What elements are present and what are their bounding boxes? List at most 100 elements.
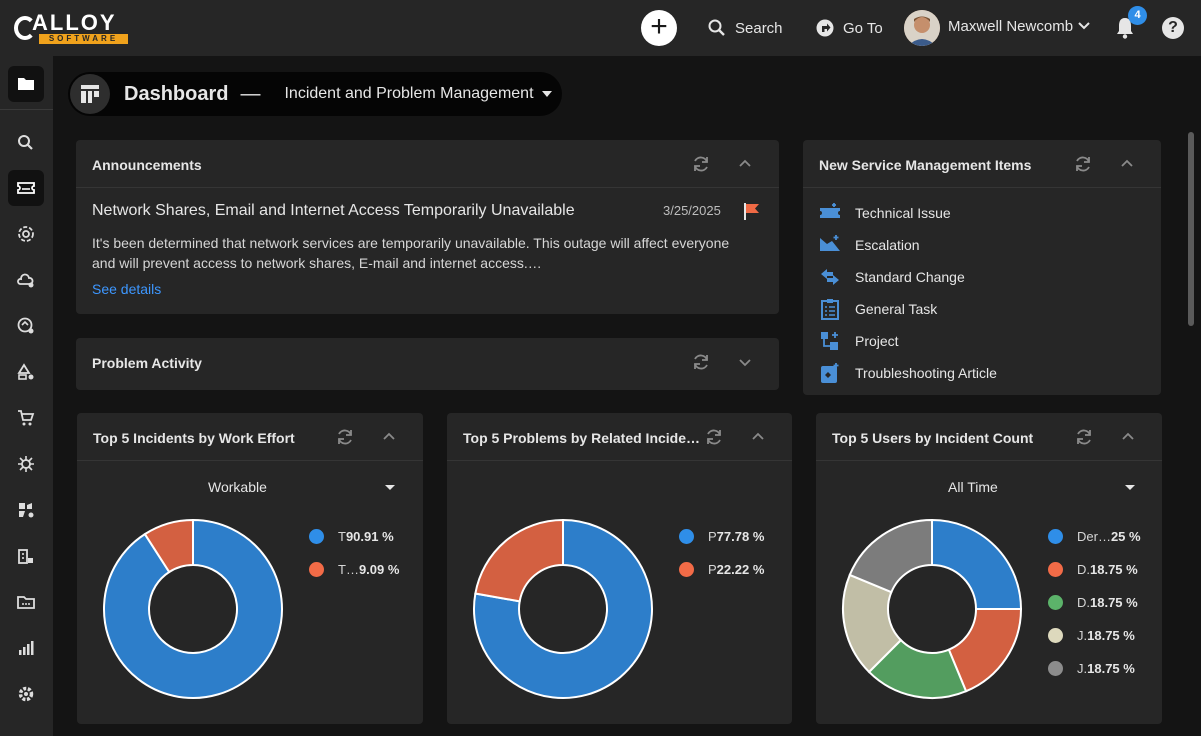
legend-item[interactable]: J. 18.75 % [1048, 659, 1135, 677]
goto-label: Go To [843, 19, 883, 37]
page-scrollbar[interactable] [1188, 132, 1194, 326]
refresh-icon [694, 354, 708, 370]
legend-item[interactable]: J. 18.75 % [1048, 626, 1135, 644]
sidebar-item-purchasing[interactable] [8, 400, 44, 436]
widget-top-incidents: Top 5 Incidents by Work Effort Workable … [77, 413, 423, 724]
sidebar-divider [0, 109, 53, 110]
collapse-button[interactable] [1117, 154, 1137, 174]
standard-change-icon [821, 269, 839, 285]
legend-value: 18.75 % [1090, 594, 1138, 610]
donut-slice[interactable] [143, 518, 194, 574]
sidebar-item-changes[interactable] [8, 308, 44, 344]
donut-slice[interactable] [103, 518, 283, 699]
donut-slice[interactable] [931, 518, 1023, 610]
new-escalation-link[interactable]: Escalation [819, 233, 920, 257]
service-gear-icon [18, 226, 34, 242]
legend-item[interactable]: D. 18.75 % [1048, 593, 1138, 611]
see-details-link[interactable]: See details [92, 281, 162, 297]
collapse-button[interactable] [735, 154, 755, 174]
logo-ring-icon [14, 16, 36, 40]
goto-button[interactable]: Go To [815, 18, 883, 38]
user-name[interactable]: Maxwell Newcomb [948, 18, 1074, 35]
donut-chart[interactable] [102, 518, 284, 700]
refresh-button[interactable] [1074, 427, 1094, 447]
sidebar-item-search[interactable] [8, 125, 44, 161]
new-standard-change-link[interactable]: Standard Change [819, 265, 965, 289]
caret-down-icon[interactable] [541, 91, 552, 97]
announcement-body: It's been determined that network servic… [92, 235, 730, 271]
legend-value: 18.75 % [1090, 561, 1138, 577]
refresh-button[interactable] [335, 427, 355, 447]
refresh-button[interactable] [691, 352, 711, 372]
alloy-logo[interactable]: ALLOY SOFTWARE [12, 10, 132, 46]
sidebar-item-services[interactable] [8, 216, 44, 252]
sidebar-item-problems[interactable] [8, 446, 44, 482]
donut-chart[interactable] [841, 518, 1023, 700]
create-new-button[interactable]: + [641, 10, 677, 46]
caret-down-icon[interactable] [1125, 485, 1135, 490]
sidebar-item-reports[interactable] [8, 630, 44, 666]
legend-value: 90.91 % [345, 528, 394, 544]
sidebar-item-cloud[interactable] [8, 262, 44, 298]
announcement-title[interactable]: Network Shares, Email and Internet Acces… [92, 202, 575, 219]
avatar-image [904, 10, 940, 46]
user-avatar[interactable] [904, 10, 940, 46]
legend-item[interactable]: Der… 25 % [1048, 527, 1141, 545]
legend-value: 25 % [1110, 528, 1141, 544]
refresh-icon [1076, 156, 1090, 172]
sidebar-item-files[interactable] [8, 584, 44, 620]
legend-dot [1048, 660, 1063, 676]
donut-slice[interactable] [474, 518, 564, 603]
caret-down-icon[interactable] [385, 485, 395, 490]
troubleshooting-article-icon [821, 363, 839, 383]
refresh-button[interactable] [1073, 154, 1093, 174]
filter-dropdown[interactable]: All Time [948, 479, 998, 495]
sidebar-item-organizations[interactable] [8, 538, 44, 574]
sidebar-item-folder[interactable] [8, 66, 44, 102]
page-title: Dashboard [124, 82, 229, 105]
legend-label: T [338, 528, 346, 544]
new-project-link[interactable]: Project [819, 329, 899, 353]
sidebar-item-assets[interactable] [8, 354, 44, 390]
donut-slice[interactable] [848, 518, 933, 594]
ticket-icon [17, 182, 35, 194]
help-button[interactable]: ? [1162, 17, 1184, 39]
collapse-button[interactable] [748, 427, 768, 447]
chevron-up-icon [1121, 159, 1133, 167]
legend-item[interactable]: T 90.91 % [309, 527, 394, 545]
legend-item[interactable]: P 77.78 % [679, 527, 764, 545]
collapse-button[interactable] [1118, 427, 1138, 447]
legend-item[interactable]: T… 9.09 % [309, 560, 399, 578]
technical-issue-icon [820, 203, 840, 218]
sidebar-item-configuration[interactable] [8, 492, 44, 528]
legend-dot [679, 561, 694, 577]
legend-item[interactable]: D. 18.75 % [1048, 560, 1138, 578]
dashboard-selector[interactable]: Incident and Problem Management [284, 85, 534, 102]
chevron-down-icon[interactable] [1076, 18, 1092, 34]
legend-label: J. [1077, 627, 1088, 643]
refresh-button[interactable] [691, 154, 711, 174]
item-label: Troubleshooting Article [855, 365, 997, 381]
sidebar-item-settings[interactable] [8, 676, 44, 712]
new-technical-issue-link[interactable]: Technical Issue [819, 201, 951, 225]
new-troubleshooting-article-link[interactable]: Troubleshooting Article [819, 361, 997, 385]
chevron-up-icon [1122, 432, 1134, 440]
panel-title: Top 5 Problems by Related Incide… [463, 430, 701, 446]
search-button[interactable]: Search [707, 18, 783, 38]
goto-icon [816, 19, 834, 37]
logo-text: ALLOY [32, 10, 117, 35]
refresh-button[interactable] [704, 427, 724, 447]
donut-chart[interactable] [472, 518, 654, 700]
announcement-date: 3/25/2025 [663, 203, 721, 218]
legend-item[interactable]: P 22.22 % [679, 560, 764, 578]
expand-button[interactable] [735, 352, 755, 372]
main-content: Dashboard — Incident and Problem Managem… [53, 56, 1201, 736]
new-general-task-link[interactable]: General Task [819, 297, 937, 321]
donut-slice[interactable] [473, 518, 653, 699]
sidebar-item-tickets[interactable] [8, 170, 44, 206]
bell-icon[interactable] [1114, 16, 1136, 40]
filter-dropdown[interactable]: Workable [208, 479, 267, 495]
search-icon [708, 19, 725, 36]
panel-title: Problem Activity [92, 355, 202, 371]
collapse-button[interactable] [379, 427, 399, 447]
